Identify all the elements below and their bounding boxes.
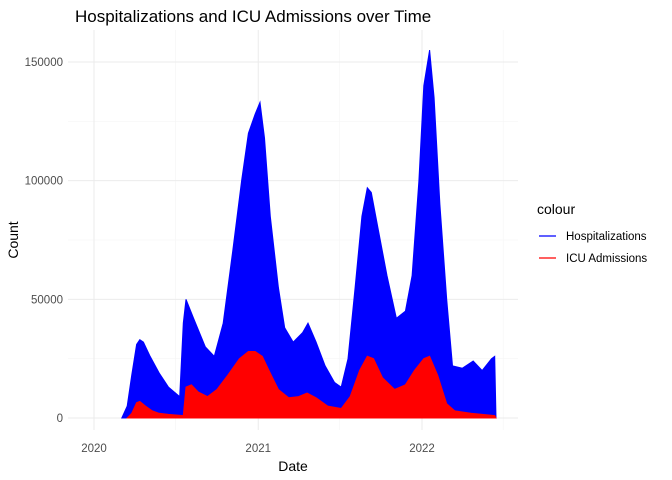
x-tick-label: 2022	[409, 443, 435, 455]
series-hospitalizations-area	[121, 50, 497, 419]
y-tick-label: 50000	[31, 294, 63, 306]
legend: colour Hospitalizations ICU Admissions	[537, 201, 647, 265]
y-tick-label: 150000	[25, 57, 63, 69]
y-tick-label: 0	[57, 413, 63, 425]
series-layer	[121, 50, 497, 419]
legend-label-icu-admissions: ICU Admissions	[566, 253, 647, 265]
legend-title: colour	[537, 201, 575, 217]
series-icu-admissions-area	[126, 351, 497, 419]
chart-title: Hospitalizations and ICU Admissions over…	[75, 7, 431, 26]
tick-labels: 0 50000 100000 150000 2020 2021 2022	[25, 57, 435, 455]
x-axis-title: Date	[278, 458, 308, 474]
x-tick-label: 2021	[245, 443, 271, 455]
x-tick-label: 2020	[81, 443, 107, 455]
legend-label-hospitalizations: Hospitalizations	[566, 231, 647, 243]
y-axis-title: Count	[5, 221, 21, 258]
y-tick-label: 100000	[25, 176, 63, 188]
